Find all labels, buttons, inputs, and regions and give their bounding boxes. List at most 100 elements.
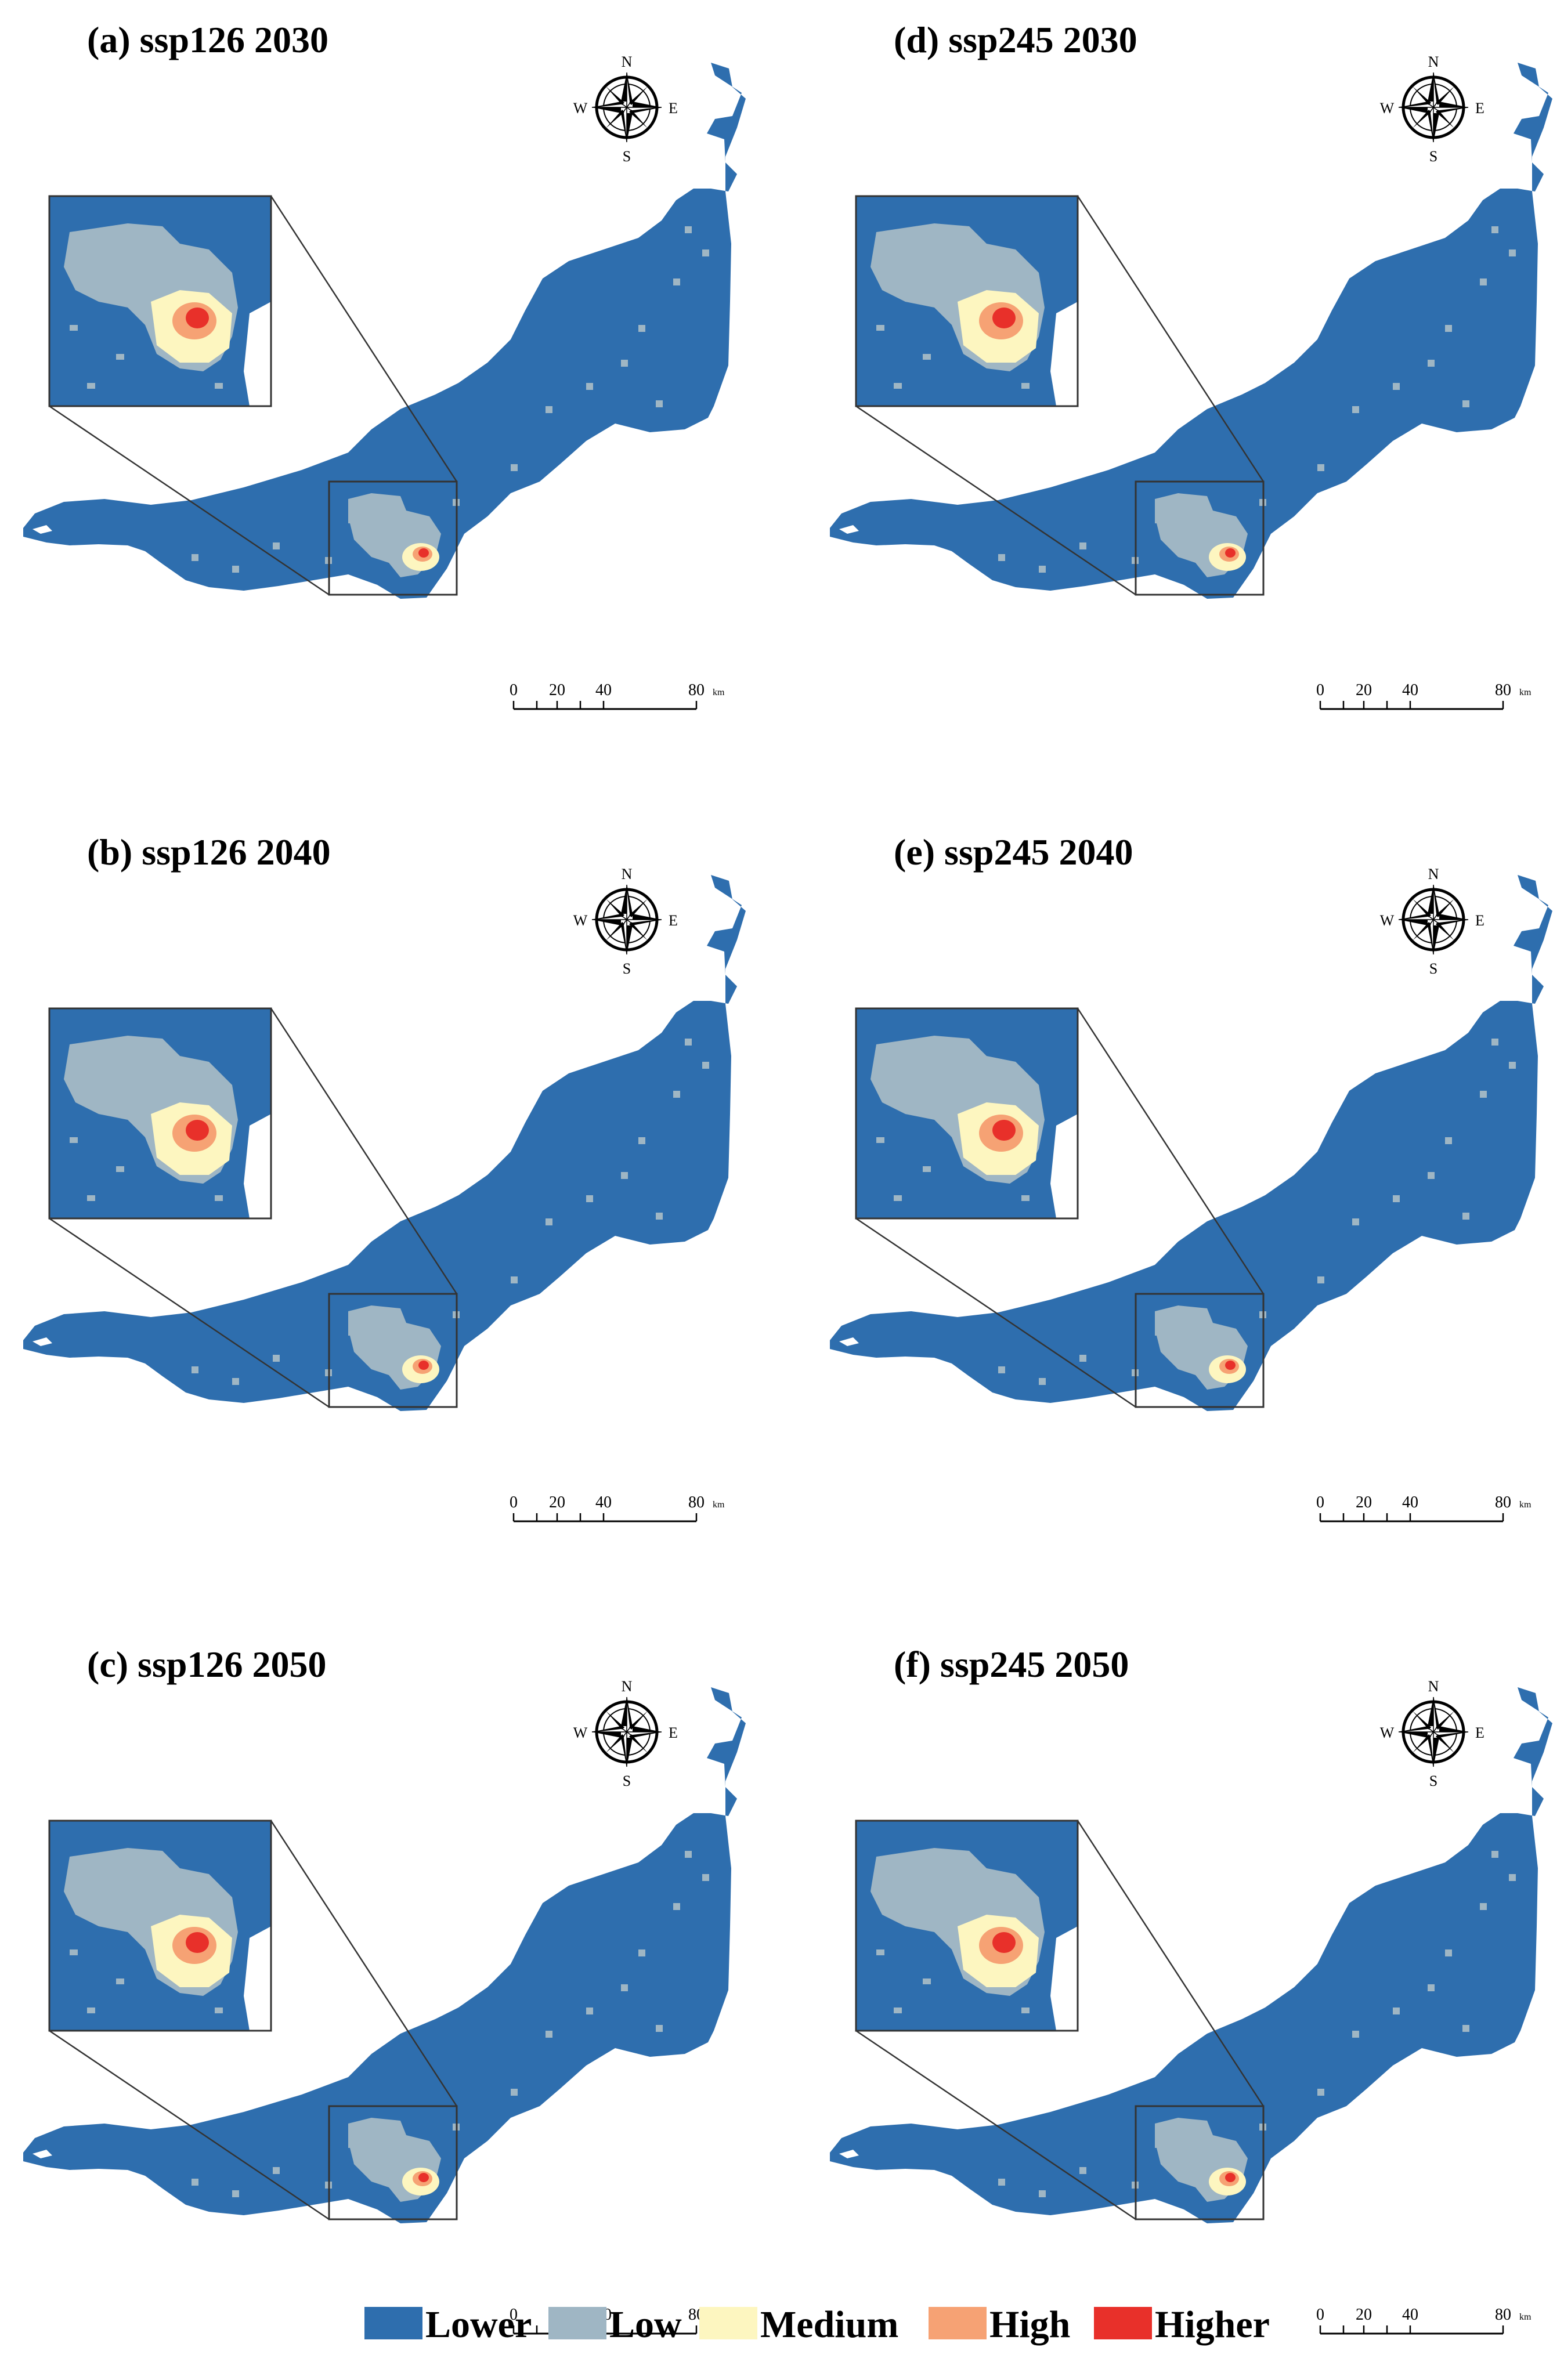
low-pixel	[638, 1949, 645, 1956]
scale-tick-label: 20	[1356, 2306, 1372, 2324]
scale-tick-label: 40	[1402, 2306, 1418, 2324]
low-pixel	[702, 249, 709, 256]
map-panel-f: (f) ssp245 2050 N S W E 0 20 40 80 km	[830, 1644, 1552, 2335]
urban-cluster	[1155, 493, 1248, 577]
zoom-connector-line	[855, 405, 1136, 596]
low-pixel	[673, 1091, 680, 1098]
low-pixel	[1480, 278, 1487, 285]
legend-label-higher: Higher	[1155, 2303, 1270, 2346]
low-pixel	[1393, 2008, 1400, 2014]
low-pixel	[621, 360, 628, 367]
low-pixel	[511, 2089, 518, 2096]
scale-tick-label: 40	[595, 1493, 612, 1511]
low-pixel	[1352, 1218, 1359, 1225]
urban-cluster	[348, 1305, 441, 1390]
low-pixel	[1317, 2089, 1324, 2096]
compass-icon: N S W E	[1380, 53, 1484, 165]
lake-gap	[32, 525, 52, 534]
low-pixel	[1428, 360, 1435, 367]
compass-w-label: W	[573, 100, 588, 117]
scale-bar: 0 20 40 80 km	[1316, 681, 1532, 710]
compass-n-label: N	[1428, 866, 1439, 882]
low-pixel	[1352, 406, 1359, 413]
low-pixel	[685, 1039, 692, 1046]
inset-map	[855, 195, 1079, 407]
compass-s-label: S	[623, 148, 631, 165]
zoom-extent-box	[328, 1293, 458, 1408]
scale-tick-label: 20	[1356, 681, 1372, 699]
legend-label-high: High	[989, 2303, 1070, 2346]
zoom-extent-box	[328, 480, 458, 596]
urban-cluster	[348, 493, 441, 577]
scale-bar: 0 20 40 80 km	[1316, 2306, 1532, 2335]
map-panel-b: (b) ssp126 2040 N S W E 0 20 40 80 km	[23, 831, 746, 1522]
scale-tick-label: 20	[549, 1493, 565, 1511]
low-pixel	[621, 1984, 628, 1991]
compass-n-label: N	[622, 866, 633, 882]
low-pixel	[273, 542, 280, 549]
compass-w-label: W	[573, 1724, 588, 1741]
compass-s-label: S	[1429, 148, 1437, 165]
compass-icon: N S W E	[1380, 1678, 1484, 1789]
low-pixel	[586, 383, 593, 390]
scale-unit-label: km	[713, 1500, 725, 1510]
lake-gap	[839, 525, 859, 534]
legend-swatch-medium	[699, 2307, 757, 2339]
low-pixel	[656, 2025, 663, 2032]
compass-n-label: N	[1428, 53, 1439, 70]
lake-gap	[839, 1337, 859, 1346]
compass-w-label: W	[573, 912, 588, 929]
compass-e-label: E	[1475, 912, 1484, 929]
low-pixel	[702, 1062, 709, 1069]
low-pixel	[1039, 1378, 1046, 1385]
lake-gap	[32, 1337, 52, 1346]
low-pixel	[1079, 542, 1086, 549]
compass-w-label: W	[1380, 100, 1395, 117]
low-pixel	[1480, 1091, 1487, 1098]
low-pixel	[1445, 325, 1452, 332]
legend-swatch-lower	[364, 2307, 422, 2339]
zoom-connector-line	[270, 1820, 458, 2107]
compass-n-label: N	[622, 53, 633, 70]
low-pixel	[273, 1355, 280, 1362]
low-pixel	[998, 1366, 1005, 1373]
inset-map	[855, 1007, 1079, 1220]
compass-e-label: E	[669, 100, 678, 117]
map-panel-d: (d) ssp245 2030 N S W E 0 20 40 80 km	[830, 19, 1552, 710]
low-pixel	[702, 1874, 709, 1881]
scale-bar: 0 20 40 80 km	[510, 1493, 725, 1522]
zoom-connector-line	[855, 1217, 1136, 1408]
panel-title: (f) ssp245 2050	[894, 1644, 1129, 1685]
low-pixel	[1079, 1355, 1086, 1362]
low-pixel	[1480, 1903, 1487, 1910]
low-pixel	[232, 1378, 239, 1385]
panel-title: (b) ssp126 2040	[87, 831, 331, 873]
scale-unit-label: km	[713, 688, 725, 697]
low-pixel	[1317, 1276, 1324, 1283]
legend-swatch-high	[929, 2307, 987, 2339]
low-pixel	[511, 1276, 518, 1283]
low-pixel	[511, 464, 518, 471]
zoom-extent-box	[1135, 480, 1265, 596]
low-pixel	[1352, 2031, 1359, 2038]
zoom-extent-box	[328, 2105, 458, 2220]
low-pixel	[1462, 400, 1469, 407]
compass-icon: N S W E	[573, 866, 678, 977]
zoom-connector-line	[270, 1008, 458, 1294]
scale-tick-label: 80	[688, 681, 705, 699]
low-pixel	[232, 2190, 239, 2197]
lake-gap	[839, 2150, 859, 2158]
scale-tick-label: 80	[1495, 2306, 1511, 2324]
compass-e-label: E	[1475, 1724, 1484, 1741]
low-pixel	[546, 1218, 552, 1225]
panel-title: (a) ssp126 2030	[87, 19, 328, 60]
low-pixel	[685, 226, 692, 233]
scale-tick-label: 40	[1402, 1493, 1418, 1511]
map-panel-e: (e) ssp245 2040 N S W E 0 20 40 80 km	[830, 831, 1552, 1522]
compass-s-label: S	[1429, 960, 1437, 977]
scale-unit-label: km	[1519, 688, 1532, 697]
scale-unit-label: km	[1519, 1500, 1532, 1510]
zoom-connector-line	[270, 196, 458, 482]
